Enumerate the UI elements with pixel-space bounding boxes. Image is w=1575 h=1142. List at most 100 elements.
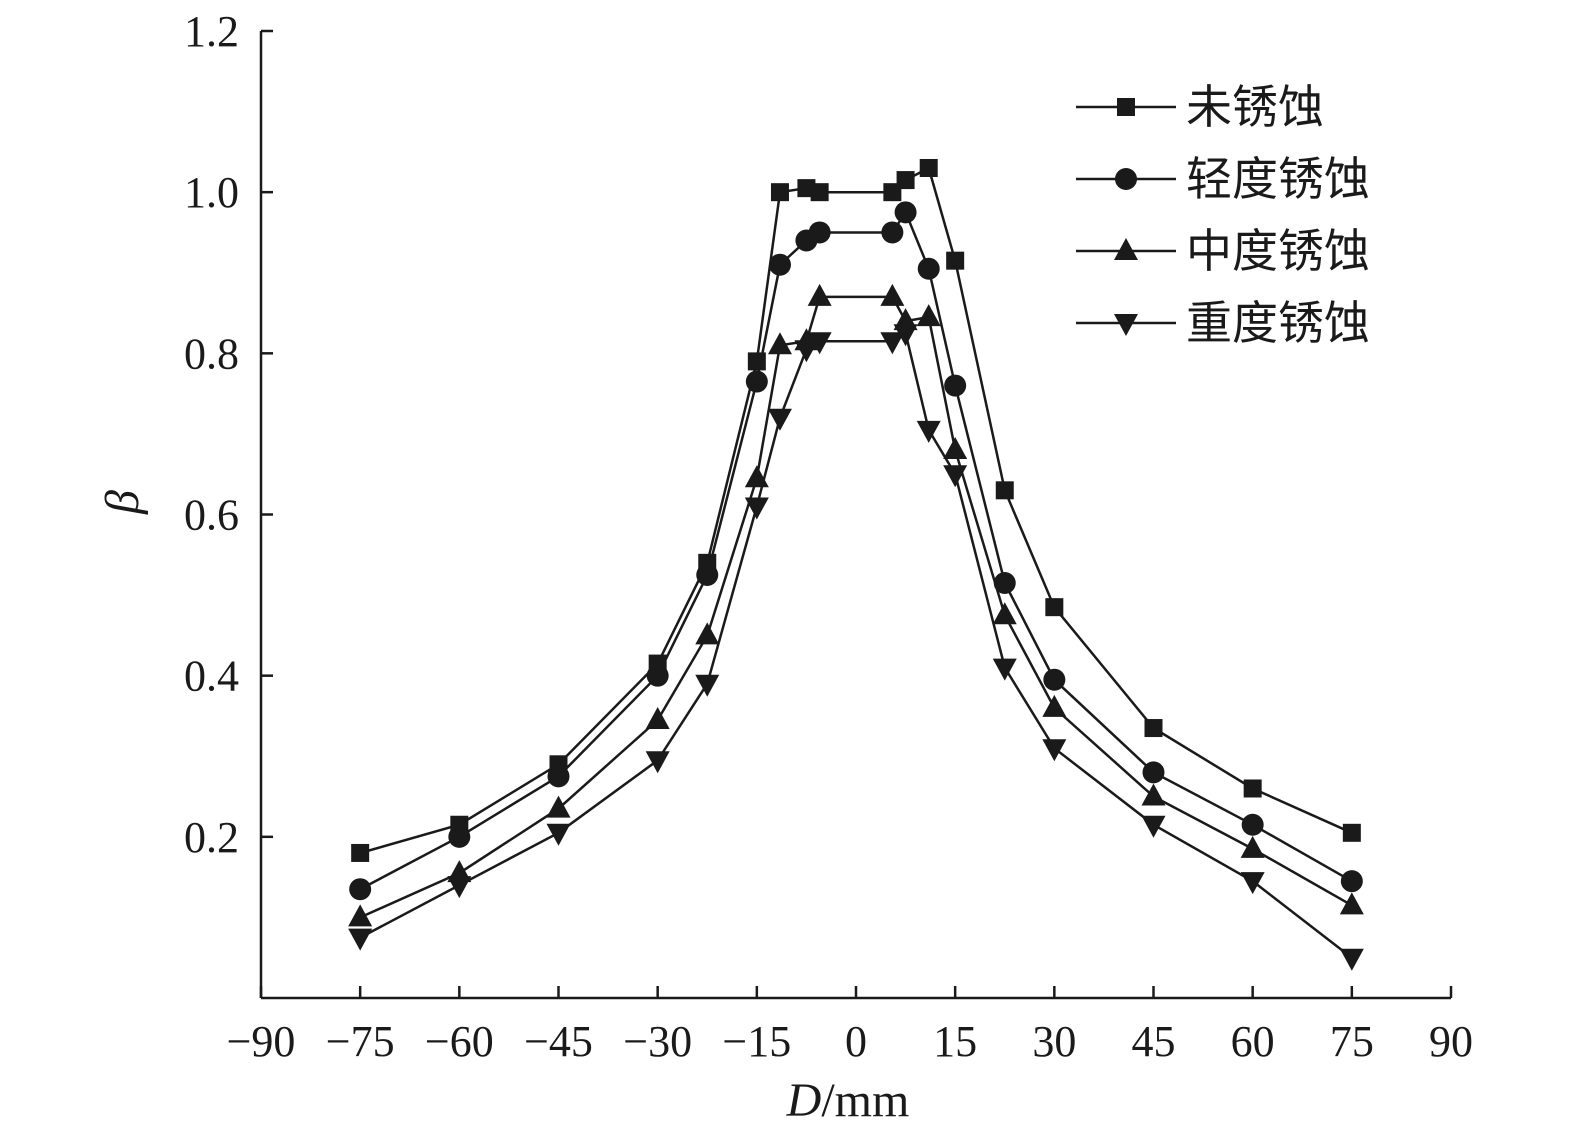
data-point <box>992 658 1017 681</box>
data-point <box>448 825 471 848</box>
x-tick-label: 90 <box>1429 1017 1473 1066</box>
data-point <box>1243 779 1262 798</box>
data-point <box>696 563 719 586</box>
x-axis-title-variable: D <box>786 1074 822 1127</box>
data-point <box>896 171 915 190</box>
data-point <box>794 340 819 363</box>
data-point <box>546 823 571 846</box>
data-point <box>1340 870 1363 893</box>
data-point <box>810 183 829 202</box>
data-point <box>946 251 965 270</box>
x-tick-label: 45 <box>1132 1017 1176 1066</box>
data-point <box>995 481 1014 500</box>
data-point <box>1042 739 1067 762</box>
data-point <box>992 602 1017 625</box>
data-point <box>646 664 669 687</box>
data-point <box>807 283 832 306</box>
data-point <box>547 765 570 788</box>
y-tick-label: 1.0 <box>184 168 239 217</box>
series-2 <box>349 201 1363 901</box>
data-point <box>880 332 905 355</box>
data-point <box>893 324 918 347</box>
data-point <box>767 408 792 431</box>
x-tick-label: 0 <box>845 1017 867 1066</box>
data-point <box>944 374 967 397</box>
legend-marker <box>1117 98 1135 116</box>
x-tick-label: −15 <box>722 1017 791 1066</box>
y-tick-label: 0.2 <box>184 813 239 862</box>
x-tick-label: −90 <box>227 1017 296 1066</box>
data-point <box>351 843 370 862</box>
series-line <box>359 331 1353 959</box>
data-point <box>943 465 968 488</box>
data-point <box>807 332 832 355</box>
data-point <box>348 928 373 951</box>
data-point <box>1240 835 1265 858</box>
data-point <box>1339 948 1364 971</box>
y-tick-label: 0.6 <box>184 491 239 540</box>
data-point <box>546 795 571 818</box>
legend-item: 重度锈蚀 <box>1076 296 1370 350</box>
data-point <box>1042 694 1067 717</box>
data-point <box>1043 668 1066 691</box>
data-point <box>916 304 941 327</box>
data-point <box>1142 761 1165 784</box>
data-point <box>447 876 472 899</box>
x-tick-label: 30 <box>1032 1017 1076 1066</box>
data-point <box>919 158 938 177</box>
series-line <box>359 209 1353 891</box>
data-point <box>894 201 917 224</box>
legend-label: 中度锈蚀 <box>1186 224 1370 278</box>
x-axis-title-unit: /mm <box>821 1074 909 1127</box>
series-layer <box>348 158 1364 971</box>
legend-item: 中度锈蚀 <box>1076 224 1370 278</box>
x-tick-label: −75 <box>326 1017 395 1066</box>
data-point <box>1240 872 1265 895</box>
x-tick-label: −60 <box>425 1017 494 1066</box>
y-tick-label: 0.4 <box>184 652 239 701</box>
data-point <box>348 904 373 927</box>
data-point <box>880 283 905 306</box>
data-point <box>1339 892 1364 915</box>
series-line <box>359 166 1353 855</box>
legend-item: 轻度锈蚀 <box>1076 152 1370 206</box>
x-tick-label: −45 <box>524 1017 593 1066</box>
y-axis-title: β <box>96 490 149 515</box>
legend-label: 轻度锈蚀 <box>1186 152 1370 206</box>
x-tick-label: 15 <box>933 1017 977 1066</box>
data-point <box>744 497 769 520</box>
data-point <box>770 183 789 202</box>
data-point <box>695 622 720 645</box>
data-point <box>349 878 372 901</box>
y-tick-label: 1.2 <box>184 7 239 56</box>
data-point <box>1141 815 1166 838</box>
series-line <box>359 295 1353 919</box>
data-point <box>1045 598 1064 617</box>
data-point <box>881 221 904 244</box>
data-point <box>695 674 720 697</box>
legend-label: 未锈蚀 <box>1186 80 1324 134</box>
x-tick-label: 60 <box>1231 1017 1275 1066</box>
legend-item: 未锈蚀 <box>1076 80 1324 134</box>
data-point <box>916 420 941 443</box>
data-point <box>645 751 670 774</box>
data-point <box>808 221 831 244</box>
data-point <box>1241 813 1264 836</box>
data-point <box>917 257 940 280</box>
data-point <box>768 253 791 276</box>
data-point <box>767 332 792 355</box>
data-point <box>1342 823 1361 842</box>
series-3 <box>348 283 1364 927</box>
x-tick-label: 75 <box>1330 1017 1374 1066</box>
data-point <box>1141 783 1166 806</box>
legend-marker <box>1115 168 1137 190</box>
x-tick-label: −30 <box>623 1017 692 1066</box>
legend-marker <box>1114 238 1138 260</box>
data-point <box>993 571 1016 594</box>
ticks: −90 −75 −60 −45 −30 −15 0 15 30 45 60 75 90 0.2 0.4 0.6… <box>184 7 1473 1066</box>
series-4 <box>348 324 1364 971</box>
data-point <box>1144 719 1163 738</box>
legend-marker <box>1114 314 1138 336</box>
x-axis-title: D/mm <box>786 1074 910 1127</box>
data-point <box>745 370 768 393</box>
